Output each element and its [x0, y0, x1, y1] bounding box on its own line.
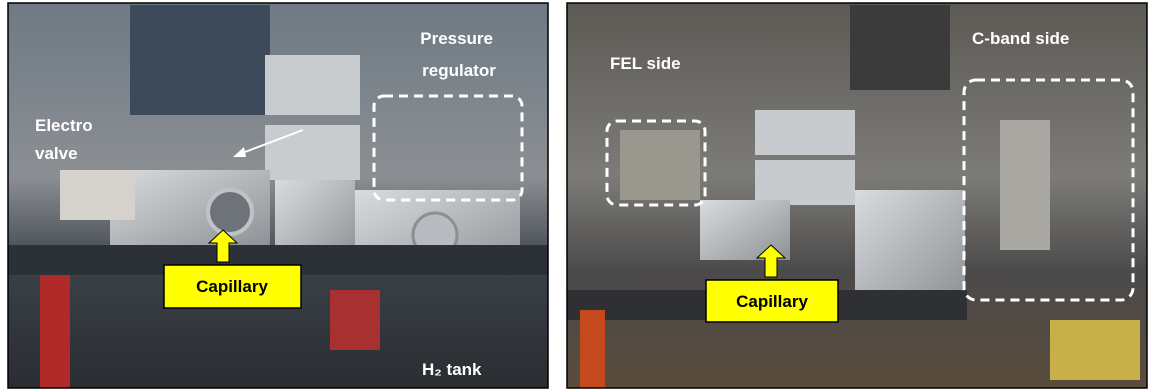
controller [265, 125, 360, 180]
label-fel-side: FEL side [610, 54, 681, 73]
label-capillary: Capillary [196, 277, 268, 296]
pump [60, 170, 135, 220]
right-photo: FEL side C-band side Capillary [567, 3, 1147, 388]
label-line: regulator [422, 61, 496, 80]
equipment [130, 5, 270, 115]
flange [208, 190, 252, 234]
support [580, 310, 605, 388]
support [40, 275, 70, 388]
label-c-band-side: C-band side [972, 29, 1069, 48]
pump [330, 290, 380, 350]
chamber [855, 190, 965, 300]
figure: Pressure regulator Electro valve Capilla… [0, 0, 1154, 392]
controller [265, 55, 360, 115]
equipment [620, 130, 700, 200]
label-capillary: Capillary [736, 292, 808, 311]
label-line: valve [35, 144, 78, 163]
controller [755, 110, 855, 155]
controller [755, 160, 855, 205]
label-line: Pressure [420, 29, 493, 48]
pipe [1000, 120, 1050, 250]
label-h2-tank: H₂ tank [422, 360, 482, 379]
equipment [1050, 320, 1140, 380]
left-photo: Pressure regulator Electro valve Capilla… [8, 3, 548, 388]
label-line: Electro [35, 116, 93, 135]
equipment [850, 5, 950, 90]
